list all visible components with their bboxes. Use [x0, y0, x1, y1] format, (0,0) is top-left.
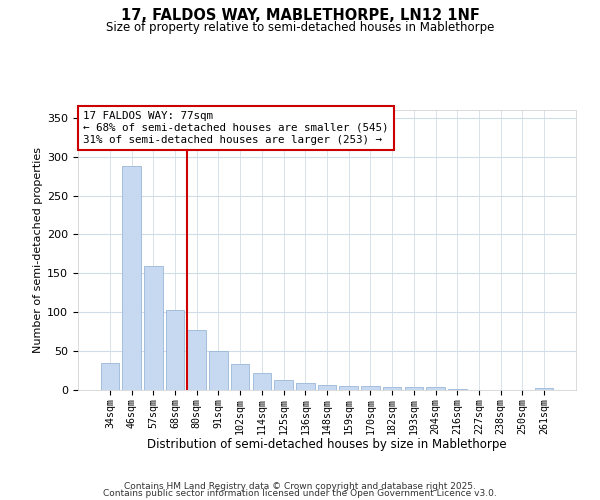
- Bar: [383, 387, 401, 390]
- Text: Contains public sector information licensed under the Open Government Licence v3: Contains public sector information licen…: [103, 490, 497, 498]
- Bar: [122, 166, 141, 390]
- Bar: [535, 388, 553, 390]
- Bar: [144, 266, 163, 390]
- Bar: [361, 386, 380, 390]
- Bar: [404, 387, 423, 390]
- Text: 17, FALDOS WAY, MABLETHORPE, LN12 1NF: 17, FALDOS WAY, MABLETHORPE, LN12 1NF: [121, 8, 479, 22]
- Bar: [318, 386, 336, 390]
- Bar: [209, 351, 227, 390]
- Y-axis label: Number of semi-detached properties: Number of semi-detached properties: [33, 147, 43, 353]
- Bar: [166, 310, 184, 390]
- Bar: [340, 386, 358, 390]
- Bar: [296, 383, 314, 390]
- Bar: [253, 373, 271, 390]
- Text: Contains HM Land Registry data © Crown copyright and database right 2025.: Contains HM Land Registry data © Crown c…: [124, 482, 476, 491]
- X-axis label: Distribution of semi-detached houses by size in Mablethorpe: Distribution of semi-detached houses by …: [147, 438, 507, 451]
- Text: Size of property relative to semi-detached houses in Mablethorpe: Size of property relative to semi-detach…: [106, 22, 494, 35]
- Bar: [187, 330, 206, 390]
- Bar: [427, 387, 445, 390]
- Bar: [101, 363, 119, 390]
- Bar: [231, 364, 250, 390]
- Bar: [274, 380, 293, 390]
- Bar: [448, 389, 467, 390]
- Text: 17 FALDOS WAY: 77sqm
← 68% of semi-detached houses are smaller (545)
31% of semi: 17 FALDOS WAY: 77sqm ← 68% of semi-detac…: [83, 112, 388, 144]
